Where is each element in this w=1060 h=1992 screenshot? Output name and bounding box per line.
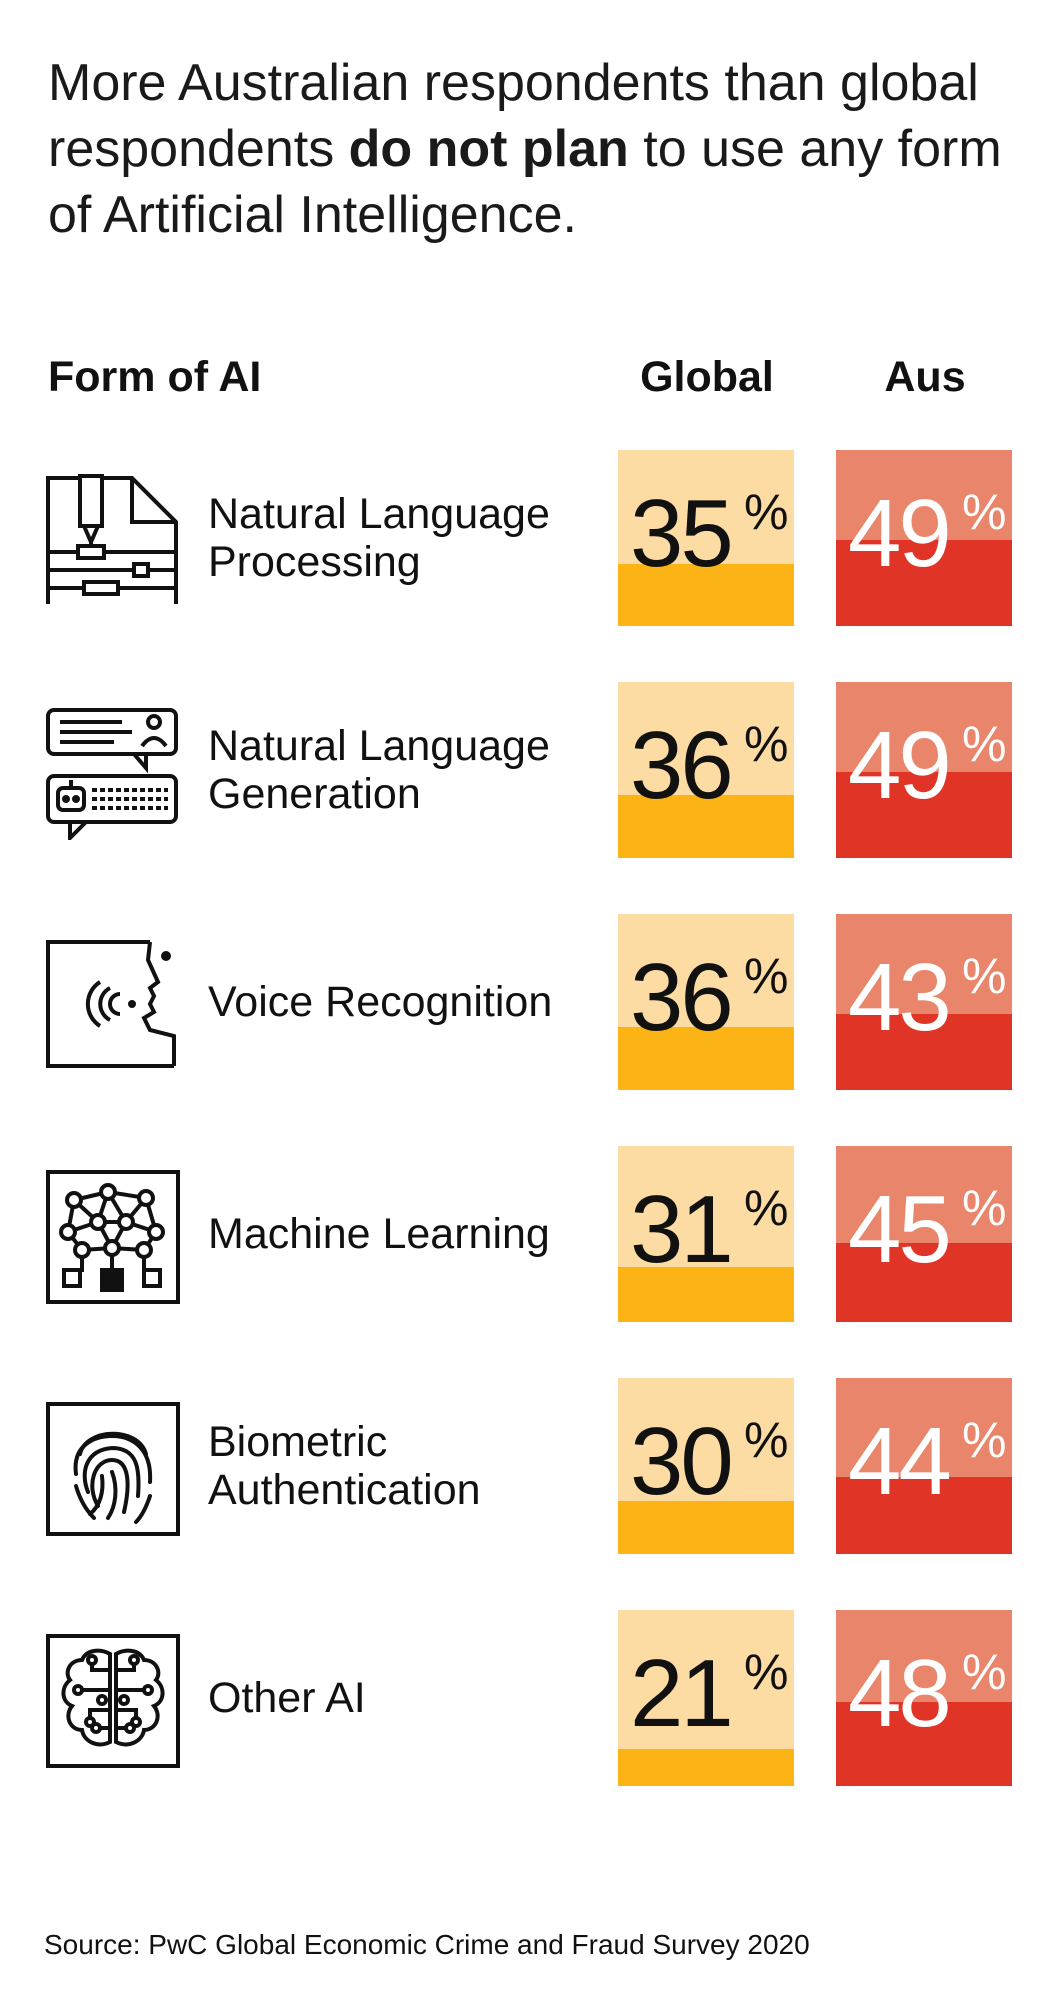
form-label: Voice Recognition	[208, 914, 608, 1090]
form-label-line: Authentication	[208, 1466, 481, 1514]
aus-percent-sign: %	[962, 716, 1007, 772]
global-percent-fill	[618, 1501, 794, 1554]
form-label: Machine Learning	[208, 1146, 608, 1322]
global-percent-fill	[618, 1749, 794, 1786]
aus-percent-fill	[836, 1014, 1012, 1090]
form-label-line: Biometric	[208, 1418, 388, 1466]
aus-value: 44	[848, 1408, 952, 1515]
header-global: Global	[640, 353, 774, 401]
neural-network-icon	[46, 1170, 180, 1304]
aus-value-box: 45%	[836, 1146, 1012, 1322]
global-percent-sign: %	[744, 1180, 789, 1236]
global-percent-fill	[618, 1027, 794, 1090]
fingerprint-icon	[46, 1402, 180, 1536]
form-label: Natural Language Processing	[208, 450, 608, 626]
aus-percent-sign: %	[962, 1180, 1007, 1236]
row-other-ai: Other AI 21% 48%	[0, 1610, 1060, 1788]
form-label: Biometric Authentication	[208, 1378, 608, 1554]
global-percent-sign: %	[744, 1412, 789, 1468]
global-value-box: 35%	[618, 450, 794, 626]
title-emphasis: do not plan	[348, 120, 629, 178]
form-label-line: Machine Learning	[208, 1210, 550, 1258]
form-label-line: Natural Language	[208, 490, 550, 538]
aus-value: 45	[848, 1176, 952, 1283]
aus-percent-fill	[836, 772, 1012, 858]
form-label: Other AI	[208, 1610, 608, 1786]
global-percent-sign: %	[744, 716, 789, 772]
global-value-box: 31%	[618, 1146, 794, 1322]
global-percent-fill	[618, 795, 794, 858]
aus-value: 48	[848, 1640, 952, 1747]
global-percent-sign: %	[744, 1644, 789, 1700]
aus-percent-sign: %	[962, 484, 1007, 540]
aus-value-box: 43%	[836, 914, 1012, 1090]
row-biometric-authentication: Biometric Authentication 30% 44%	[0, 1378, 1060, 1556]
voice-face-icon	[46, 938, 180, 1072]
aus-percent-fill	[836, 540, 1012, 626]
global-value: 31	[630, 1176, 734, 1283]
global-percent-fill	[618, 1267, 794, 1322]
title-part-2: to use any form of Artificial Intelligen…	[48, 120, 1002, 244]
global-value: 30	[630, 1408, 734, 1515]
global-value-box: 36%	[618, 682, 794, 858]
row-natural-language-processing: Natural Language Processing 35% 49%	[0, 450, 1060, 628]
chat-bot-icon	[46, 706, 180, 840]
global-value: 36	[630, 944, 734, 1051]
brain-circuit-icon	[46, 1634, 180, 1768]
aus-value: 49	[848, 480, 952, 587]
aus-percent-fill	[836, 1702, 1012, 1786]
row-machine-learning: Machine Learning 31% 45%	[0, 1146, 1060, 1324]
aus-value-box: 49%	[836, 450, 1012, 626]
global-value-box: 21%	[618, 1610, 794, 1786]
row-voice-recognition: Voice Recognition 36% 43%	[0, 914, 1060, 1092]
global-percent-fill	[618, 564, 794, 626]
form-label-line: Natural Language	[208, 722, 550, 770]
aus-value-box: 49%	[836, 682, 1012, 858]
form-label: Natural Language Generation	[208, 682, 608, 858]
form-label-line: Other AI	[208, 1674, 366, 1722]
chart-title: More Australian respondents than global …	[48, 50, 1028, 248]
form-label-line: Voice Recognition	[208, 978, 553, 1026]
aus-percent-sign: %	[962, 948, 1007, 1004]
aus-value-box: 44%	[836, 1378, 1012, 1554]
global-value: 36	[630, 712, 734, 819]
aus-percent-sign: %	[962, 1644, 1007, 1700]
aus-value: 49	[848, 712, 952, 819]
global-percent-sign: %	[744, 948, 789, 1004]
header-form-of-ai: Form of AI	[48, 353, 262, 401]
global-percent-sign: %	[744, 484, 789, 540]
aus-percent-fill	[836, 1477, 1012, 1554]
form-label-line: Generation	[208, 770, 421, 818]
row-natural-language-generation: Natural Language Generation 36% 49%	[0, 682, 1060, 860]
global-value-box: 30%	[618, 1378, 794, 1554]
aus-percent-fill	[836, 1243, 1012, 1322]
aus-value-box: 48%	[836, 1610, 1012, 1786]
source-note: Source: PwC Global Economic Crime and Fr…	[44, 1929, 810, 1960]
title-part-1: More Australian respondents than global …	[48, 54, 979, 178]
header-aus: Aus	[884, 353, 966, 401]
aus-value: 43	[848, 944, 952, 1051]
document-pen-icon	[46, 474, 180, 608]
global-value: 35	[630, 480, 734, 587]
global-value-box: 36%	[618, 914, 794, 1090]
aus-percent-sign: %	[962, 1412, 1007, 1468]
form-label-line: Processing	[208, 538, 421, 586]
global-value: 21	[630, 1640, 734, 1747]
